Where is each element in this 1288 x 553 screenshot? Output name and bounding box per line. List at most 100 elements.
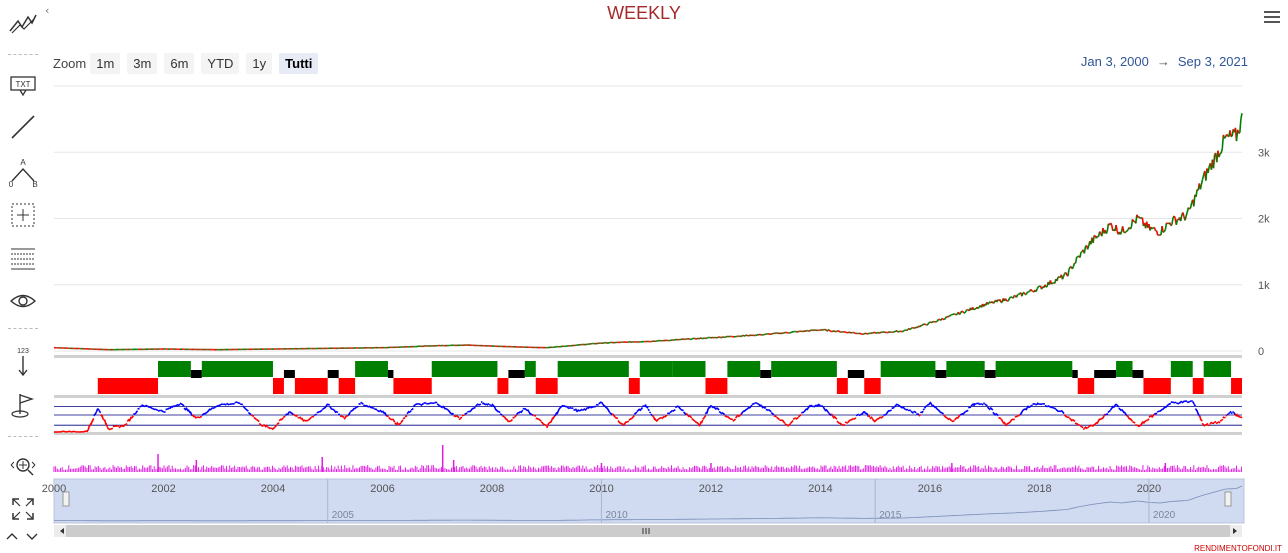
x-tick-label: 2014 xyxy=(808,483,832,495)
oscillator-line xyxy=(350,410,352,411)
price-candle xyxy=(747,335,748,336)
price-candle xyxy=(765,334,766,335)
oscillator-line xyxy=(749,405,752,408)
oscillator-line xyxy=(730,419,733,420)
oscillator-line xyxy=(528,409,531,414)
volume-panel xyxy=(54,445,1241,472)
oscillator-line xyxy=(302,418,304,422)
price-candle xyxy=(1139,217,1140,219)
price-candle xyxy=(1026,292,1027,294)
oscillator-line xyxy=(629,418,632,420)
oscillator-line xyxy=(771,413,774,415)
oscillator-line xyxy=(1087,427,1088,428)
price-candle xyxy=(839,331,840,332)
price-candle xyxy=(1152,228,1153,229)
price-candle xyxy=(827,330,828,331)
oscillator-line xyxy=(1094,422,1097,425)
oscillator-line xyxy=(766,409,769,410)
oscillator-line xyxy=(294,414,296,416)
oscillator-line xyxy=(727,416,730,419)
oscillator-line xyxy=(266,425,267,426)
price-candle xyxy=(961,311,962,313)
oscillator-line xyxy=(571,408,573,409)
oscillator-line xyxy=(180,403,182,404)
oscillator-line xyxy=(131,416,133,419)
oscillator-line xyxy=(747,407,750,409)
oscillator-line xyxy=(536,418,539,419)
oscillator-line xyxy=(634,412,637,414)
signal-bar xyxy=(1171,361,1193,377)
oscillator-line xyxy=(92,418,93,421)
oscillator-line xyxy=(1220,421,1221,422)
price-candle xyxy=(718,337,719,338)
x-tick-label: 2012 xyxy=(699,483,723,495)
oscillator-line xyxy=(1135,425,1138,426)
oscillator-line xyxy=(246,409,249,411)
oscillator-line xyxy=(621,423,624,424)
x-tick-label: 2004 xyxy=(261,483,285,495)
oscillator-line xyxy=(186,408,188,412)
oscillator-line xyxy=(1061,410,1064,413)
oscillator-line xyxy=(111,428,113,429)
signal-bar xyxy=(1231,378,1242,394)
signal-bar xyxy=(558,361,629,377)
oscillator-line xyxy=(407,411,409,414)
oscillator-line xyxy=(248,413,251,415)
price-candle xyxy=(1221,149,1222,153)
price-candle xyxy=(993,302,994,304)
oscillator-line xyxy=(161,410,164,412)
price-candle xyxy=(1154,228,1155,231)
y-tick-label: 1k xyxy=(1258,280,1270,292)
oscillator-line xyxy=(764,407,765,408)
oscillator-line xyxy=(567,407,569,408)
oscillator-line xyxy=(269,428,270,429)
oscillator-line xyxy=(473,407,476,408)
price-candle xyxy=(801,331,802,332)
panel-separator xyxy=(54,395,1242,398)
price-candle xyxy=(920,325,921,327)
price-candle xyxy=(1231,136,1232,137)
oscillator-line xyxy=(317,412,320,413)
oscillator-line xyxy=(1020,410,1023,415)
oscillator-line xyxy=(459,417,462,420)
oscillator-line xyxy=(1163,407,1166,410)
signal-bar xyxy=(98,378,158,394)
signal-bar xyxy=(508,370,524,378)
oscillator-line xyxy=(662,416,665,419)
price-candle xyxy=(664,340,665,341)
oscillator-line xyxy=(199,416,202,418)
price-candle xyxy=(1123,226,1124,232)
price-candle xyxy=(1005,299,1006,301)
oscillator-line xyxy=(1038,404,1039,405)
oscillator-line xyxy=(703,418,704,420)
price-candle xyxy=(1127,230,1128,232)
oscillator-line xyxy=(1168,403,1171,404)
price-candle xyxy=(1194,195,1195,207)
oscillator-line xyxy=(926,406,927,407)
oscillator-line xyxy=(403,418,405,419)
oscillator-line xyxy=(707,409,708,414)
signal-bar xyxy=(339,378,355,394)
price-candle xyxy=(1111,223,1112,225)
oscillator-line xyxy=(393,419,395,422)
signal-bar xyxy=(848,370,864,378)
oscillator-line xyxy=(263,425,264,426)
price-candle xyxy=(1080,252,1081,257)
oscillator-line xyxy=(1148,419,1149,421)
oscillator-line xyxy=(158,410,161,411)
oscillator-line xyxy=(106,423,107,427)
price-candle xyxy=(720,337,721,338)
oscillator-line xyxy=(95,412,96,415)
oscillator-line xyxy=(903,407,906,410)
oscillator-line xyxy=(296,416,298,417)
oscillator-line xyxy=(853,418,856,419)
price-candle xyxy=(1219,153,1220,157)
oscillator-line xyxy=(652,415,653,416)
price-candle xyxy=(1130,227,1131,229)
signal-bar xyxy=(864,378,880,394)
oscillator-line xyxy=(911,411,914,413)
oscillator-line xyxy=(1075,423,1078,424)
oscillator-line xyxy=(476,404,479,407)
price-candle xyxy=(606,343,607,344)
